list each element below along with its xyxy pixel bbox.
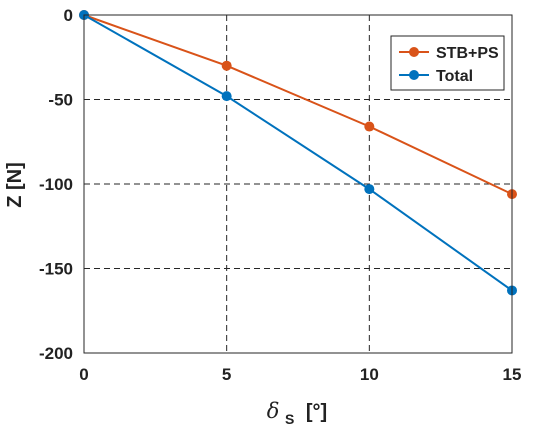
y-tick-label: -200 xyxy=(39,344,73,363)
legend-box xyxy=(390,35,505,91)
x-axis-subscript: S xyxy=(285,411,294,427)
legend: STB+PS Total xyxy=(390,35,505,91)
data-point xyxy=(364,184,375,195)
tick-labels: 0 5 10 15 0 -50 -100 -150 -200 xyxy=(39,6,521,384)
x-axis-unit: [°] xyxy=(306,401,327,423)
x-axis-title: δ S [°] xyxy=(267,399,327,429)
legend-item: Total xyxy=(399,68,473,85)
x-tick-label: 10 xyxy=(360,365,379,384)
plot-frame xyxy=(83,14,513,354)
x-tick-label: 0 xyxy=(79,365,88,384)
legend-marker xyxy=(409,47,419,57)
series-line xyxy=(83,14,513,196)
x-tick-label: 5 xyxy=(222,365,231,384)
series-layer xyxy=(79,10,517,296)
legend-label: STB+PS xyxy=(436,45,499,62)
legend-label: Total xyxy=(436,68,473,85)
x-tick-label: 15 xyxy=(503,365,522,384)
data-point xyxy=(364,121,375,132)
data-point xyxy=(221,91,232,102)
y-tick-label: -150 xyxy=(39,260,73,279)
y-axis-title: Z [N] xyxy=(4,162,26,208)
y-tick-label: -50 xyxy=(48,91,73,110)
x-axis-symbol: δ xyxy=(267,399,280,423)
legend-item: STB+PS xyxy=(399,45,499,62)
y-tick-label: -100 xyxy=(39,175,73,194)
data-point xyxy=(221,60,232,71)
grid-lines xyxy=(84,15,512,353)
legend-marker xyxy=(409,70,419,80)
series-line xyxy=(83,14,513,292)
y-tick-label: 0 xyxy=(64,6,73,25)
